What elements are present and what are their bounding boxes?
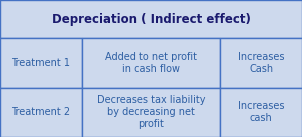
- Bar: [0, 0, 302, 38]
- Bar: [0, 38, 82, 88]
- Text: Treatment 2: Treatment 2: [11, 107, 70, 117]
- Text: Depreciation ( Indirect effect): Depreciation ( Indirect effect): [52, 13, 250, 26]
- Text: Treatment 1: Treatment 1: [11, 58, 70, 68]
- Text: Increases
cash: Increases cash: [238, 101, 284, 123]
- Bar: [0, 88, 82, 137]
- Bar: [82, 38, 220, 88]
- Bar: [220, 88, 302, 137]
- Bar: [220, 38, 302, 88]
- Text: Added to net profit
in cash flow: Added to net profit in cash flow: [105, 52, 197, 74]
- Text: Decreases tax liability
by decreasing net
profit: Decreases tax liability by decreasing ne…: [97, 95, 205, 129]
- Text: Increases
Cash: Increases Cash: [238, 52, 284, 74]
- Bar: [82, 88, 220, 137]
